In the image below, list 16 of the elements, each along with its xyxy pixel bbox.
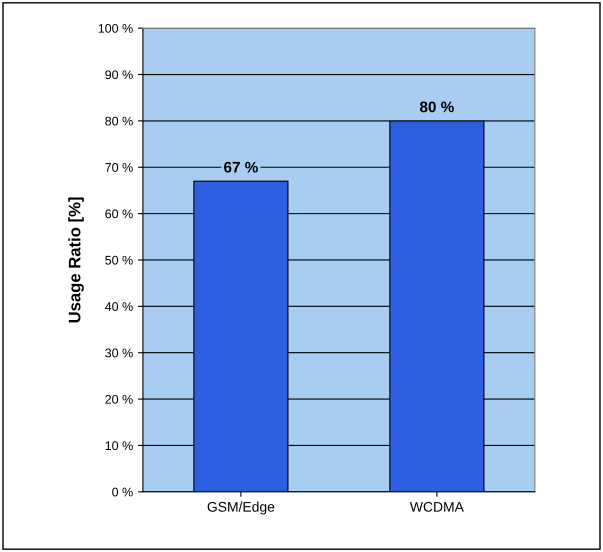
y-tick-label: 100 % <box>98 24 133 33</box>
y-tick-label: 90 % <box>105 70 133 80</box>
y-axis-title: Usage Ratio [%] <box>68 197 84 322</box>
y-tick-label: 40 % <box>104 302 133 312</box>
y-tick-label: 50 % <box>105 256 133 265</box>
x-tick-label: WCDMA <box>410 502 464 512</box>
data-label: 80 % <box>420 101 454 112</box>
y-tick-label: 10 % <box>106 441 133 450</box>
y-tick-label: 30 % <box>105 348 133 358</box>
y-tick-label: 0 % <box>112 488 133 496</box>
y-tick-label: 20 % <box>105 394 133 404</box>
y-tick-label: 80 % <box>105 116 133 126</box>
y-tick-label: 60 % <box>105 209 133 218</box>
data-label: 67 % <box>224 162 258 173</box>
y-tick-label: 70 % <box>105 163 133 172</box>
x-tick-label: GSM/Edge <box>208 502 274 514</box>
